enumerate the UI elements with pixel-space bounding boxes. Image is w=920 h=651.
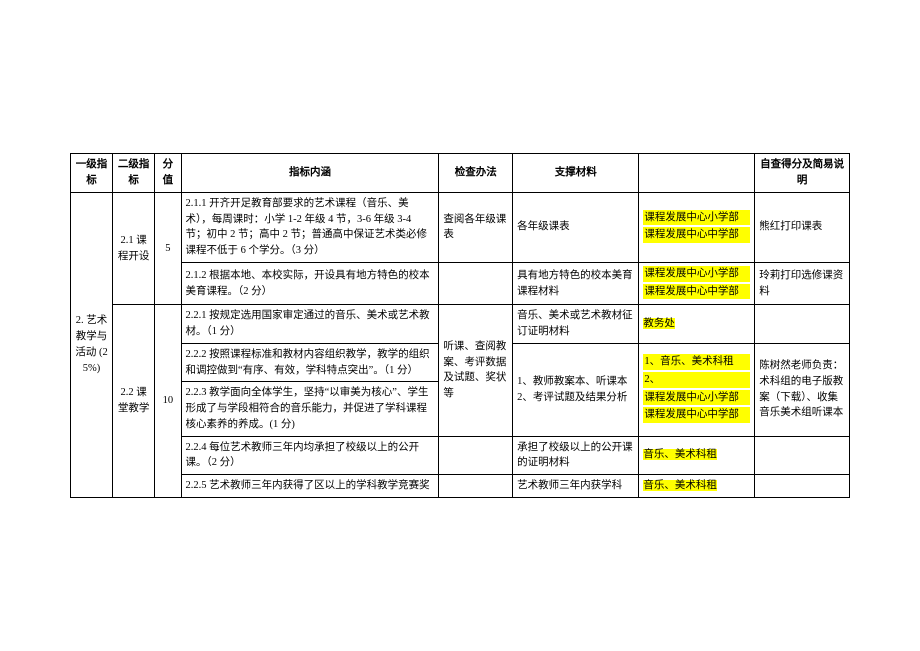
support-224: 承担了校级以上的公开课的证明材料 (513, 436, 639, 475)
dept-211-2: 课程发展中心中学部 (643, 227, 750, 243)
note-221 (755, 305, 850, 344)
dept-222: 1、音乐、美术科租 2、 课程发展中心小学部 课程发展中心中学部 (639, 343, 755, 436)
support-222: 1、教师教案本、听课本 2、考评试题及结果分析 (513, 343, 639, 436)
table-row: 2. 艺术教学与活动 (25%) 2.1 课程开设 5 2.1.1 开齐开足教育… (71, 192, 850, 262)
dept-212-1: 课程发展中心小学部 (643, 266, 750, 282)
check-212 (439, 262, 513, 305)
header-detail: 指标内涵 (181, 154, 439, 193)
dept-221: 教务处 (639, 305, 755, 344)
header-note: 自查得分及简易说明 (755, 154, 850, 193)
dept-222-4: 课程发展中心中学部 (643, 407, 750, 423)
dept-212: 课程发展中心小学部 课程发展中心中学部 (639, 262, 755, 305)
dept-225: 音乐、美术科租 (639, 475, 755, 498)
detail-225: 2.2.5 艺术教师三年内获得了区以上的学科教学竞赛奖 (181, 475, 439, 498)
note-211: 熊红打印课表 (755, 192, 850, 262)
detail-211: 2.1.1 开齐开足教育部要求的艺术课程（音乐、美术），每周课时：小学 1-2 … (181, 192, 439, 262)
score-21: 5 (155, 192, 181, 305)
detail-212: 2.1.2 根据本地、本校实际，开设具有地方特色的校本美育课程。（2 分） (181, 262, 439, 305)
lvl1-cell: 2. 艺术教学与活动 (25%) (71, 192, 113, 497)
note-222: 陈树然老师负责：术科组的电子版教案（下载）、收集音乐美术组听课本 (755, 343, 850, 436)
table-row: 2.2.5 艺术教师三年内获得了区以上的学科教学竞赛奖 艺术教师三年内获学科 音… (71, 475, 850, 498)
lvl2-22: 2.2 课堂教学 (113, 305, 155, 498)
note-212: 玲莉打印选修课资料 (755, 262, 850, 305)
dept-224-txt: 音乐、美术科租 (643, 449, 717, 460)
header-check: 检查办法 (439, 154, 513, 193)
header-row: 一级指标 二级指标 分值 指标内涵 检查办法 支撑材料 自查得分及简易说明 (71, 154, 850, 193)
support-211: 各年级课表 (513, 192, 639, 262)
support-225: 艺术教师三年内获学科 (513, 475, 639, 498)
support-221: 音乐、美术或艺术教材征订证明材料 (513, 305, 639, 344)
header-score: 分值 (155, 154, 181, 193)
header-lvl1: 一级指标 (71, 154, 113, 193)
detail-224: 2.2.4 每位艺术教师三年内均承担了校级以上的公开课。（2 分） (181, 436, 439, 475)
header-lvl2: 二级指标 (113, 154, 155, 193)
note-225 (755, 475, 850, 498)
detail-223: 2.2.3 教学面向全体学生，坚持“以审美为核心”、学生形成了与学段相符合的音乐… (181, 382, 439, 436)
check-22: 听课、查阅教案、考评数据及试题、奖状等 (439, 305, 513, 436)
dept-224: 音乐、美术科租 (639, 436, 755, 475)
dept-222-2: 2、 (643, 372, 750, 388)
support-212: 具有地方特色的校本美育课程材料 (513, 262, 639, 305)
header-dept (639, 154, 755, 193)
dept-211: 课程发展中心小学部 课程发展中心中学部 (639, 192, 755, 262)
evaluation-table-container: 一级指标 二级指标 分值 指标内涵 检查办法 支撑材料 自查得分及简易说明 2.… (70, 153, 850, 498)
table-row: 2.1.2 根据本地、本校实际，开设具有地方特色的校本美育课程。（2 分） 具有… (71, 262, 850, 305)
dept-225-txt: 音乐、美术科租 (643, 480, 717, 491)
check-211: 查阅各年级课表 (439, 192, 513, 262)
score-22: 10 (155, 305, 181, 498)
check-225 (439, 475, 513, 498)
dept-211-1: 课程发展中心小学部 (643, 210, 750, 226)
detail-221: 2.2.1 按规定选用国家审定通过的音乐、美术或艺术教材。（1 分） (181, 305, 439, 344)
table-row: 2.2.4 每位艺术教师三年内均承担了校级以上的公开课。（2 分） 承担了校级以… (71, 436, 850, 475)
lvl2-21: 2.1 课程开设 (113, 192, 155, 305)
note-224 (755, 436, 850, 475)
header-support: 支撑材料 (513, 154, 639, 193)
check-224 (439, 436, 513, 475)
table-row: 2.2 课堂教学 10 2.2.1 按规定选用国家审定通过的音乐、美术或艺术教材… (71, 305, 850, 344)
dept-212-2: 课程发展中心中学部 (643, 284, 750, 300)
dept-221-txt: 教务处 (643, 318, 675, 329)
dept-222-1: 1、音乐、美术科租 (643, 354, 750, 370)
evaluation-table: 一级指标 二级指标 分值 指标内涵 检查办法 支撑材料 自查得分及简易说明 2.… (70, 153, 850, 498)
detail-222: 2.2.2 按照课程标准和教材内容组织教学，教学的组织和调控做到“有序、有效，学… (181, 343, 439, 382)
dept-222-3: 课程发展中心小学部 (643, 390, 750, 406)
